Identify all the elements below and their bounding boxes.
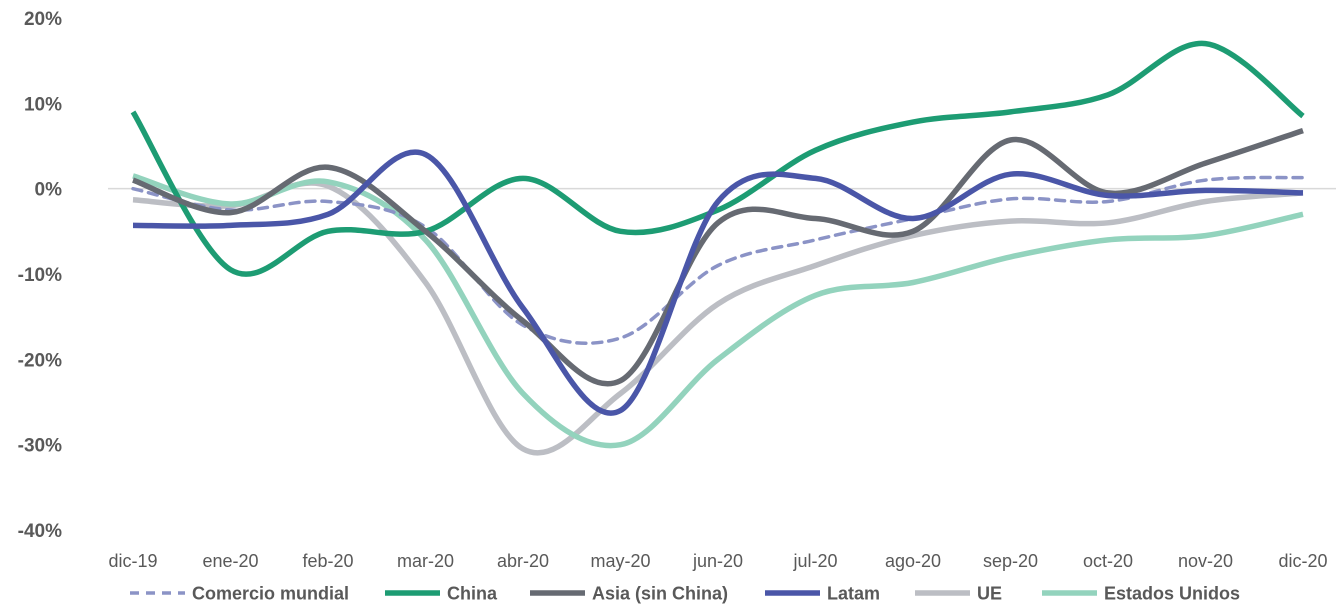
series-lines <box>130 40 1305 456</box>
legend-label: Comercio mundial <box>192 584 349 604</box>
y-tick-label: -20% <box>18 350 62 371</box>
x-tick-label: ago-20 <box>885 551 941 571</box>
x-tick-label: abr-20 <box>497 551 549 571</box>
y-axis: 20% 10% 0% -10% -20% -30% -40% <box>18 9 62 542</box>
x-tick-label: dic-20 <box>1278 551 1327 571</box>
series-line-china <box>130 40 1305 277</box>
x-tick-label: ene-20 <box>202 551 258 571</box>
x-tick-label: may-20 <box>590 551 650 571</box>
y-tick-label: -30% <box>18 436 62 457</box>
y-tick-label: 10% <box>24 94 62 115</box>
series-line-comercio-mundial <box>131 175 1305 345</box>
x-tick-label: jun-20 <box>692 551 743 571</box>
x-axis: dic-19 ene-20 feb-20 mar-20 abr-20 may-20 jun-… <box>108 551 1327 571</box>
series-line-asia-sin-china <box>132 127 1304 387</box>
y-tick-label: 0% <box>35 180 63 201</box>
series-line-estados-unidos <box>132 173 1304 449</box>
y-tick-label: -10% <box>18 265 62 286</box>
x-tick-label: mar-20 <box>397 551 454 571</box>
legend-label: Estados Unidos <box>1104 584 1240 604</box>
x-tick-label: sep-20 <box>983 551 1038 571</box>
legend-label: China <box>447 584 498 604</box>
legend-label: Latam <box>827 584 880 604</box>
series-line-ue <box>132 180 1304 456</box>
x-tick-label: feb-20 <box>302 551 353 571</box>
x-tick-label: nov-20 <box>1178 551 1233 571</box>
legend-label: Asia (sin China) <box>592 584 728 604</box>
x-tick-label: jul-20 <box>792 551 837 571</box>
x-tick-label: oct-20 <box>1083 551 1133 571</box>
series-line-latam <box>132 149 1304 416</box>
legend-label: UE <box>977 584 1002 604</box>
y-tick-label: -40% <box>18 521 62 542</box>
y-tick-label: 20% <box>24 9 62 30</box>
legend: Comercio mundial China Asia (sin China) Lat… <box>130 584 1240 604</box>
x-tick-label: dic-19 <box>108 551 157 571</box>
